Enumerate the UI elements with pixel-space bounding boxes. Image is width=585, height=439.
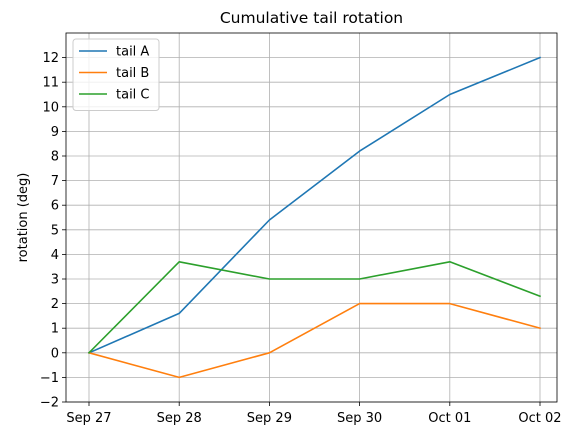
plot-frame [65, 32, 558, 403]
legend-label: tail A [116, 45, 149, 60]
x-tick-label: Sep 28 [157, 411, 202, 426]
series-line-tail-b [88, 302, 541, 379]
y-tick-label: 6 [51, 199, 59, 214]
y-tick-label: 11 [42, 76, 59, 91]
y-tick-label: 10 [42, 100, 59, 115]
y-tick-label: 3 [51, 273, 59, 288]
series-lines [87, 56, 542, 379]
y-tick-label: 0 [51, 346, 59, 361]
y-tick-label: 12 [42, 51, 59, 66]
y-axis-label: rotation (deg) [16, 173, 31, 263]
chart-title: Cumulative tail rotation [220, 9, 403, 27]
x-tick-label: Sep 30 [337, 411, 382, 426]
y-tick-label: −1 [40, 371, 59, 386]
y-tick-label: 8 [51, 150, 59, 165]
legend: tail A tail B tail C [72, 38, 160, 111]
y-tick-label: 7 [51, 174, 59, 189]
y-tick-label: 2 [51, 297, 59, 312]
x-tick-label: Sep 29 [247, 411, 292, 426]
series-line-tail-a [87, 56, 542, 354]
x-tick-label: Oct 02 [518, 411, 561, 426]
legend-box [72, 38, 160, 111]
x-tick-label: Sep 27 [66, 411, 111, 426]
y-tick-label: 4 [51, 248, 59, 263]
y-tick-label: 5 [51, 223, 59, 238]
y-tick-label: 9 [51, 125, 59, 140]
legend-label: tail B [116, 66, 149, 81]
legend-label: tail C [116, 88, 150, 103]
y-tick-label: 1 [51, 322, 59, 337]
series-line-tail-c [87, 260, 542, 354]
x-tick-label: Oct 01 [428, 411, 471, 426]
y-tick-label: −2 [40, 396, 59, 411]
x-axis: Sep 27 Sep 28 Sep 29 Sep 30 Oct 01 Oct 02 [66, 402, 562, 426]
